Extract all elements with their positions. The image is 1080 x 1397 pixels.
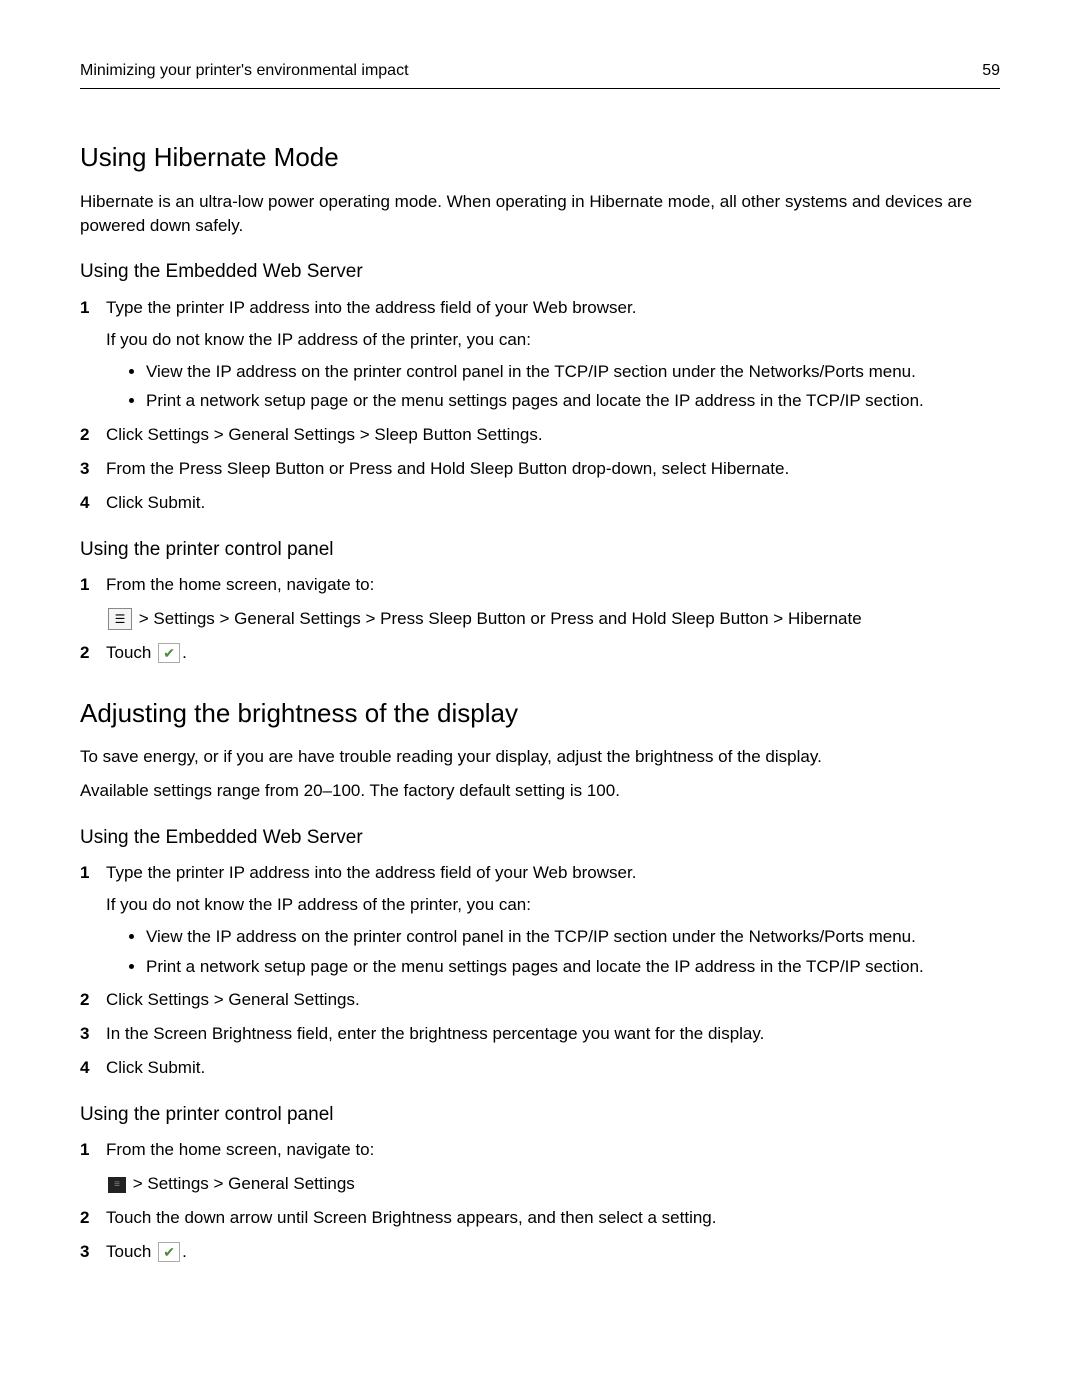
nav-path: ≡ > Settings > General Settings	[106, 1172, 1000, 1196]
step-item: 4Click Submit.	[80, 491, 1000, 515]
step-item: 2Click Settings > General Settings > Sle…	[80, 423, 1000, 447]
check-icon: ✔	[158, 643, 180, 663]
step-list: 1 From the home screen, navigate to: ≡ >…	[80, 1138, 1000, 1263]
step-text: Click Submit.	[106, 1058, 205, 1077]
bullet-item: Print a network setup page or the menu s…	[146, 955, 1000, 979]
bullet-list: View the IP address on the printer contr…	[106, 360, 1000, 414]
step-list: 1 Type the printer IP address into the a…	[80, 296, 1000, 515]
step-text: Type the printer IP address into the add…	[106, 298, 636, 317]
step-item: 2Touch the down arrow until Screen Brigh…	[80, 1206, 1000, 1230]
check-icon: ✔	[158, 1242, 180, 1262]
step-text: Click Settings > General Settings.	[106, 990, 360, 1009]
intro-text: Hibernate is an ultra‑low power operatin…	[80, 190, 1000, 238]
step-item: 2Click Settings > General Settings.	[80, 988, 1000, 1012]
nav-text: > Settings > General Settings > Press Sl…	[134, 609, 862, 628]
subsection-heading: Using the printer control panel	[80, 1102, 1000, 1129]
section-heading: Adjusting the brightness of the display	[80, 695, 1000, 731]
step-item: 3 Touch ✔.	[80, 1240, 1000, 1264]
subsection-heading: Using the printer control panel	[80, 537, 1000, 564]
step-item: 2 Touch ✔.	[80, 641, 1000, 665]
page-header: Minimizing your printer's environmental …	[80, 60, 1000, 89]
step-text: Type the printer IP address into the add…	[106, 863, 636, 882]
step-text: From the Press Sleep Button or Press and…	[106, 459, 789, 478]
step-item: 1 Type the printer IP address into the a…	[80, 296, 1000, 413]
step-text: Touch	[106, 643, 156, 662]
subsection-heading: Using the Embedded Web Server	[80, 259, 1000, 286]
step-note: If you do not know the IP address of the…	[106, 328, 1000, 352]
nav-path: ☰ > Settings > General Settings > Press …	[106, 607, 1000, 631]
bullet-item: Print a network setup page or the menu s…	[146, 389, 1000, 413]
section-heading: Using Hibernate Mode	[80, 139, 1000, 175]
step-text: From the home screen, navigate to:	[106, 575, 374, 594]
step-list: 1 From the home screen, navigate to: ☰ >…	[80, 573, 1000, 664]
step-item: 4Click Submit.	[80, 1056, 1000, 1080]
step-text: Click Settings > General Settings > Slee…	[106, 425, 543, 444]
step-text: Click Submit.	[106, 493, 205, 512]
bullet-item: View the IP address on the printer contr…	[146, 925, 1000, 949]
step-text: .	[182, 643, 187, 662]
subsection-heading: Using the Embedded Web Server	[80, 825, 1000, 852]
step-item: 1 From the home screen, navigate to: ≡ >…	[80, 1138, 1000, 1196]
page-number: 59	[982, 60, 1000, 82]
menu-icon: ≡	[108, 1177, 126, 1193]
step-list: 1 Type the printer IP address into the a…	[80, 861, 1000, 1080]
step-item: 1 From the home screen, navigate to: ☰ >…	[80, 573, 1000, 631]
step-text: .	[182, 1242, 187, 1261]
header-title: Minimizing your printer's environmental …	[80, 60, 409, 82]
nav-text: > Settings > General Settings	[128, 1174, 355, 1193]
step-text: From the home screen, navigate to:	[106, 1140, 374, 1159]
bullet-list: View the IP address on the printer contr…	[106, 925, 1000, 979]
menu-icon: ☰	[108, 608, 132, 630]
step-text: Touch	[106, 1242, 156, 1261]
step-text: Touch the down arrow until Screen Bright…	[106, 1208, 716, 1227]
body-text: Available settings range from 20–100. Th…	[80, 779, 1000, 803]
step-note: If you do not know the IP address of the…	[106, 893, 1000, 917]
step-item: 3From the Press Sleep Button or Press an…	[80, 457, 1000, 481]
step-item: 1 Type the printer IP address into the a…	[80, 861, 1000, 978]
step-item: 3In the Screen Brightness field, enter t…	[80, 1022, 1000, 1046]
bullet-item: View the IP address on the printer contr…	[146, 360, 1000, 384]
body-text: To save energy, or if you are have troub…	[80, 745, 1000, 769]
step-text: In the Screen Brightness field, enter th…	[106, 1024, 764, 1043]
